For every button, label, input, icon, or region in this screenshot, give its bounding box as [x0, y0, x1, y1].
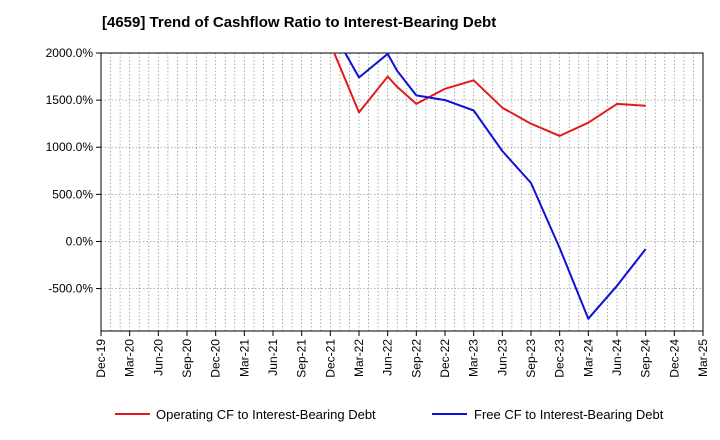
x-tick-label: Dec-23 — [553, 339, 567, 378]
x-tick-label: Jun-21 — [266, 339, 280, 376]
x-tick-label: Dec-22 — [438, 339, 452, 378]
y-tick-label: 500.0% — [52, 187, 93, 201]
x-tick-label: Mar-21 — [237, 339, 251, 377]
legend-free-cf-label: Free CF to Interest-Bearing Debt — [474, 407, 664, 422]
x-tick-label: Sep-24 — [639, 339, 653, 378]
y-tick-label: 1500.0% — [46, 93, 94, 107]
x-tick-label: Mar-20 — [123, 339, 137, 377]
x-tick-label: Mar-23 — [467, 339, 481, 377]
x-tick-label: Jun-22 — [381, 339, 395, 376]
x-tick-label: Sep-23 — [524, 339, 538, 378]
x-tick-label: Mar-22 — [352, 339, 366, 377]
free-cf-line — [344, 53, 647, 320]
y-tick-label: 0.0% — [66, 234, 94, 248]
x-tick-label: Sep-22 — [409, 339, 423, 378]
x-tick-label: Dec-19 — [94, 339, 108, 378]
x-tick-label: Jun-20 — [151, 339, 165, 376]
y-tick-label: 2000.0% — [46, 46, 94, 60]
y-tick-label: -500.0% — [48, 282, 93, 296]
x-tick-label: Sep-21 — [295, 339, 309, 378]
x-tick-label: Jun-24 — [610, 339, 624, 376]
x-tick-label: Jun-23 — [495, 339, 509, 376]
legend-operating-cf-label: Operating CF to Interest-Bearing Debt — [156, 407, 376, 422]
y-tick-label: 1000.0% — [46, 140, 94, 154]
series-group — [333, 53, 647, 320]
chart-title: [4659] Trend of Cashflow Ratio to Intere… — [102, 14, 497, 31]
x-tick-label: Dec-21 — [323, 339, 337, 378]
x-tick-label: Sep-20 — [180, 339, 194, 378]
x-tick-label: Dec-24 — [667, 339, 681, 378]
plot-frame — [100, 52, 704, 332]
x-tick-label: Mar-24 — [581, 339, 595, 377]
x-tick-label: Dec-20 — [209, 339, 223, 378]
operating-cf-line — [333, 53, 646, 137]
x-tick-label: Mar-25 — [696, 339, 710, 377]
